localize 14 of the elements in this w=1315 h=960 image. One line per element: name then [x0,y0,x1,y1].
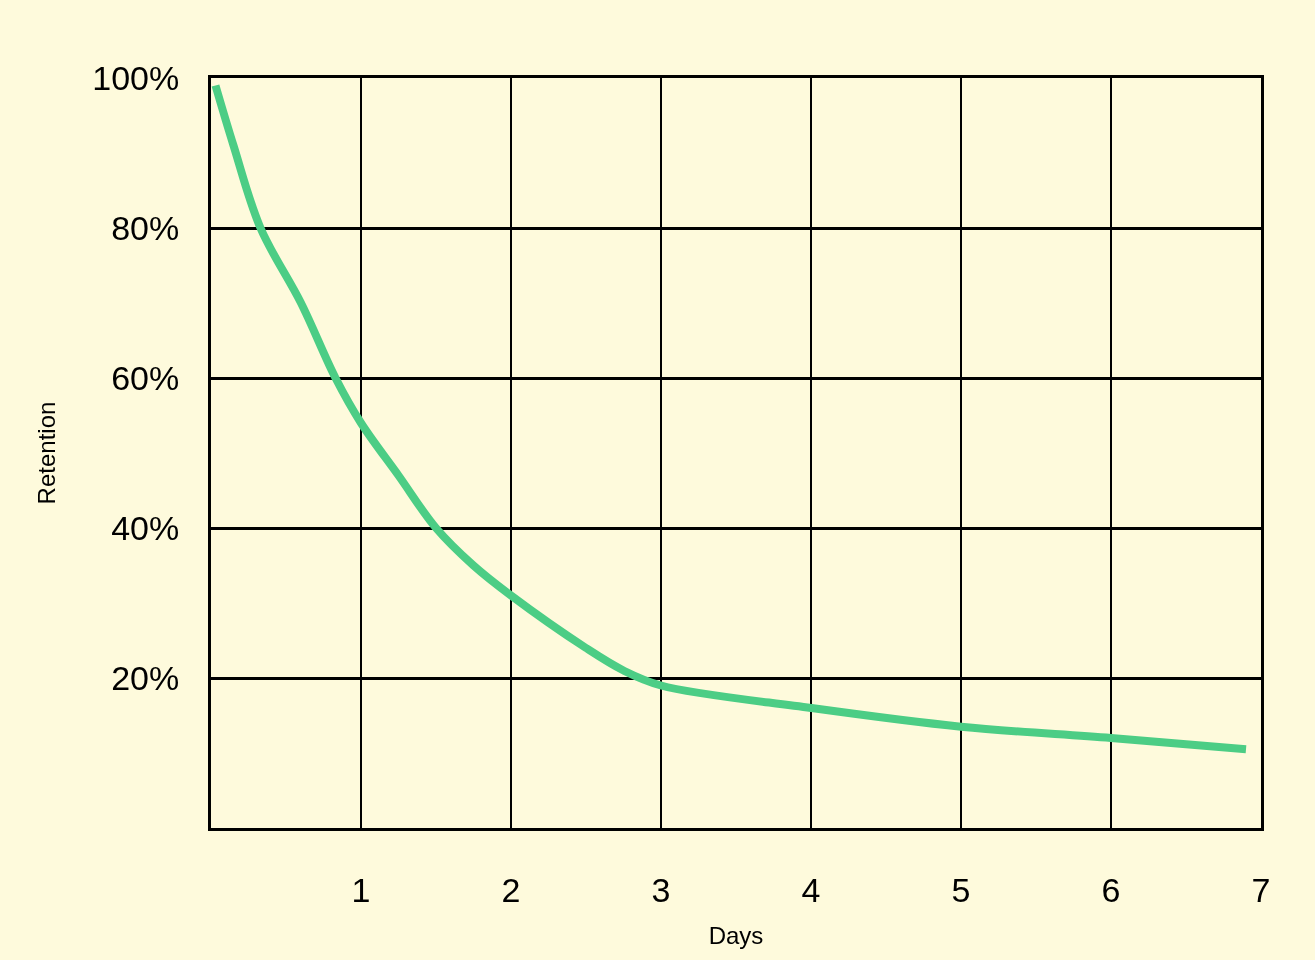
x-tick-label: 7 [1251,870,1271,909]
x-tick-label: 4 [801,870,821,909]
y-tick-label: 60% [111,358,180,397]
y-tick-label: 80% [111,208,180,247]
x-tick-label: 2 [501,870,521,909]
x-tick-label: 1 [351,870,371,909]
y-tick-label: 100% [92,58,180,97]
x-tick-label: 5 [951,870,971,909]
x-axis-title: Days [708,922,764,950]
y-tick-label: 40% [111,508,180,547]
x-tick-label: 3 [651,870,671,909]
y-axis-title: Retention [33,401,61,505]
y-tick-label: 20% [111,658,180,697]
x-tick-label: 6 [1101,870,1121,909]
